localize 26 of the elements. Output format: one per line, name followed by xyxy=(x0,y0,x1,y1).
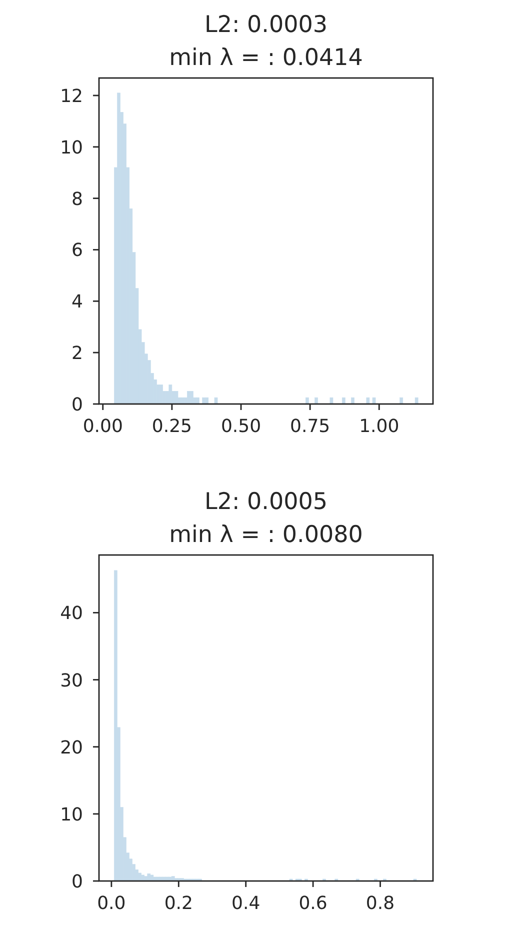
chart-title: L2: 0.0005 xyxy=(204,489,328,515)
chart-subtitle: min λ = : 0.0080 xyxy=(169,522,363,548)
x-tick-label: 0.75 xyxy=(290,416,330,437)
y-tick-label: 12 xyxy=(60,86,83,107)
x-tick-label: 0.00 xyxy=(82,416,123,437)
x-tick-label: 1.00 xyxy=(359,416,400,437)
x-tick-label: 0.6 xyxy=(298,893,328,914)
y-tick-label: 0 xyxy=(72,872,83,892)
y-tick-label: 40 xyxy=(60,603,83,624)
x-tick-label: 0.25 xyxy=(152,416,192,437)
y-tick-label: 20 xyxy=(60,737,83,758)
x-tick-label: 0.8 xyxy=(366,893,395,914)
x-tick-label: 0.50 xyxy=(220,416,262,437)
y-tick-label: 10 xyxy=(60,804,83,826)
y-tick-label: 30 xyxy=(60,670,83,692)
y-tick-label: 2 xyxy=(72,343,83,364)
y-tick-label: 8 xyxy=(72,188,83,210)
y-tick-label: 10 xyxy=(60,137,83,158)
chart-subtitle: min λ = : 0.0414 xyxy=(169,45,363,71)
chart-title: L2: 0.0003 xyxy=(204,12,328,38)
y-tick-label: 6 xyxy=(72,240,83,262)
y-tick-label: 0 xyxy=(72,394,83,416)
x-tick-label: 0.4 xyxy=(232,893,260,914)
x-tick-label: 0.2 xyxy=(164,893,193,914)
y-tick-label: 4 xyxy=(72,292,83,313)
x-tick-label: 0.0 xyxy=(97,893,126,914)
